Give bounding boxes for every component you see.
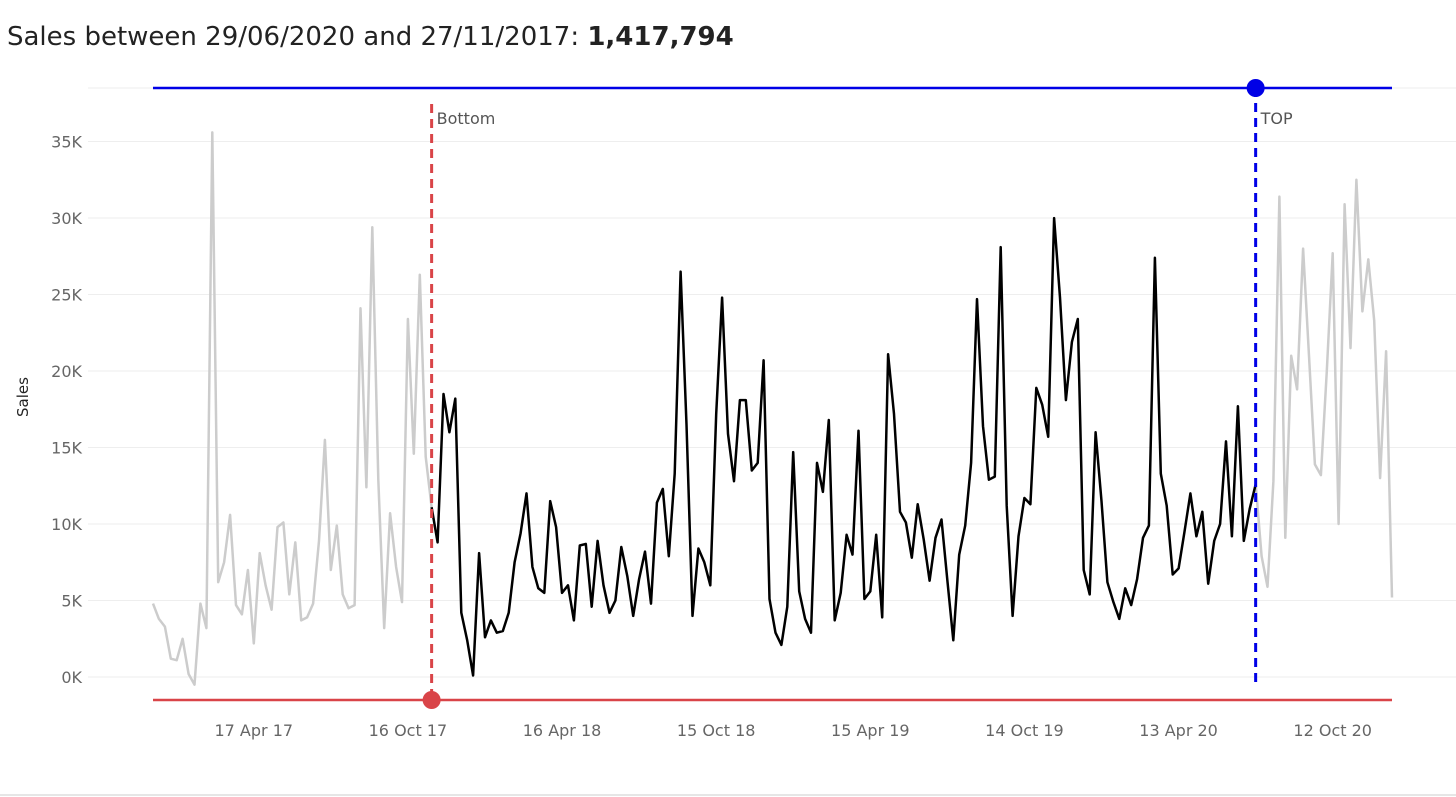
- y-axis-label: Sales: [14, 377, 32, 417]
- x-tick-label: 13 Apr 20: [1139, 721, 1218, 740]
- y-tick-label: 25K: [51, 286, 82, 305]
- y-tick-label: 5K: [61, 592, 82, 611]
- x-tick-label: 17 Apr 17: [214, 721, 293, 740]
- series-line-after-range: [1254, 178, 1394, 598]
- y-tick-label: 15K: [51, 439, 82, 458]
- y-tick-label: 35K: [51, 133, 82, 152]
- y-tick-label: 20K: [51, 362, 82, 381]
- series-lines: [151, 131, 1394, 686]
- y-axis: 0K 5K 10K 15K 20K 25K 30K 35K: [51, 133, 82, 687]
- bottom-marker-label: Bottom: [437, 109, 496, 128]
- range-controls[interactable]: Bottom TOP: [153, 79, 1392, 709]
- series-line-before-range: [151, 131, 433, 686]
- x-tick-label: 15 Oct 18: [677, 721, 756, 740]
- bottom-range-handle[interactable]: [422, 691, 441, 709]
- x-tick-label: 14 Oct 19: [985, 721, 1064, 740]
- y-tick-label: 10K: [51, 515, 82, 534]
- y-tick-label: 0K: [61, 668, 82, 687]
- title-prefix: Sales between 29/06/2020 and 27/11/2017:: [7, 22, 588, 52]
- x-axis: 17 Apr 17 16 Oct 17 16 Apr 18 15 Oct 18 15 A…: [214, 721, 1372, 740]
- chart-title: Sales between 29/06/2020 and 27/11/2017:…: [7, 22, 734, 52]
- y-tick-label: 30K: [51, 209, 82, 228]
- top-marker-label: TOP: [1260, 109, 1293, 128]
- x-tick-label: 15 Apr 19: [831, 721, 910, 740]
- series-line-selected-range: [430, 216, 1257, 677]
- gridlines: [0, 87, 1456, 796]
- x-tick-label: 16 Apr 18: [523, 721, 602, 740]
- top-range-handle[interactable]: [1246, 79, 1265, 97]
- title-total: 1,417,794: [587, 22, 734, 52]
- x-tick-label: 12 Oct 20: [1293, 721, 1372, 740]
- x-tick-label: 16 Oct 17: [369, 721, 448, 740]
